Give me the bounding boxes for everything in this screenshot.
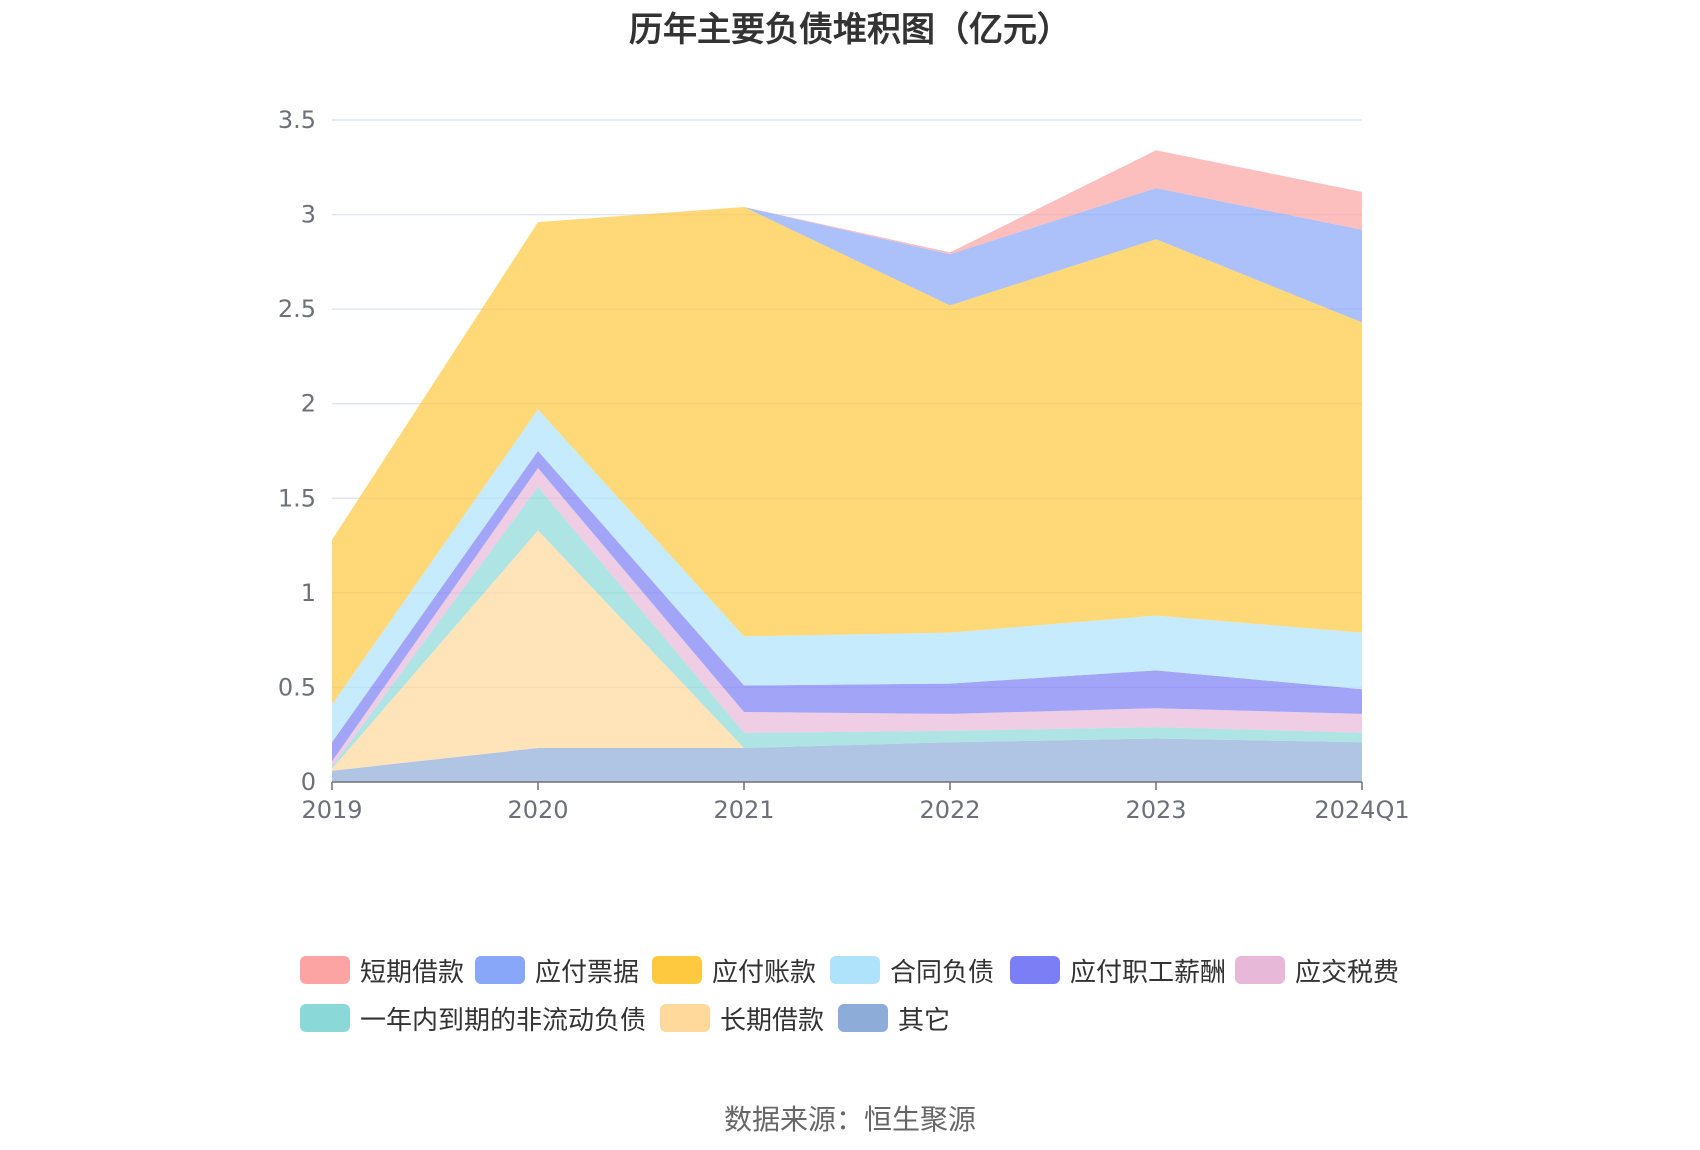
- x-tick-label: 2021: [713, 796, 774, 824]
- area-series-1[interactable]: [332, 530, 1362, 771]
- chart-title: 历年主要负债堆积图（亿元）: [629, 10, 1071, 50]
- x-tick-label: 2022: [919, 796, 980, 824]
- legend-swatch: [838, 1004, 888, 1032]
- x-tick-label: 2023: [1125, 796, 1186, 824]
- legend-swatch: [475, 956, 525, 984]
- x-tick-label: 2020: [507, 796, 568, 824]
- area-series-0[interactable]: [332, 738, 1362, 783]
- legend-swatch: [660, 1004, 710, 1032]
- area-layer: [332, 150, 1362, 782]
- area-series-3[interactable]: [332, 468, 1362, 767]
- x-tick-label: 2019: [301, 796, 362, 824]
- legend-item-notes-payable[interactable]: 应付票据: [475, 950, 639, 990]
- legend-item-contract-liabilities[interactable]: 合同负债: [830, 950, 994, 990]
- legend-swatch: [830, 956, 880, 984]
- x-tick-label: 2024Q1: [1314, 796, 1409, 824]
- y-tick-label: 2: [301, 390, 316, 418]
- legend-item-short-term-loans[interactable]: 短期借款: [300, 950, 464, 990]
- area-series-7[interactable]: [332, 188, 1362, 540]
- area-series-8[interactable]: [332, 150, 1362, 540]
- legend-item-long-term-loans[interactable]: 长期借款: [660, 998, 824, 1038]
- y-tick-label: 1: [301, 579, 316, 607]
- legend-item-payroll-payable[interactable]: 应付职工薪酬: [1010, 950, 1226, 990]
- area-series-6[interactable]: [332, 207, 1362, 705]
- y-tick-label: 0: [301, 768, 316, 796]
- legend-label: 短期借款: [360, 957, 465, 988]
- legend-item-taxes-payable[interactable]: 应交税费: [1235, 950, 1399, 990]
- legend-label: 应交税费: [1295, 957, 1400, 988]
- y-tick-label: 3: [301, 201, 316, 229]
- axis-layer: 0 0.5 1 1.5 2 2.5 3 3.5 2019 2020 2021 2022 2023 2024…: [278, 106, 1410, 824]
- legend-label: 其它: [898, 1005, 951, 1036]
- legend-label: 应付职工薪酬: [1070, 957, 1227, 988]
- legend-swatch: [652, 956, 702, 984]
- y-tick-label: 0.5: [278, 673, 316, 701]
- legend-item-current-portion-noncurrent[interactable]: 一年内到期的非流动负债: [300, 998, 646, 1038]
- chart-plot: 0 0.5 1 1.5 2 2.5 3 3.5 2019 2020 2021 2022 2023 2024…: [278, 106, 1410, 824]
- y-tick-label: 1.5: [278, 484, 316, 512]
- y-tick-label: 3.5: [278, 106, 316, 134]
- legend-swatch: [300, 956, 350, 984]
- area-series-2[interactable]: [332, 486, 1362, 769]
- y-tick-label: 2.5: [278, 295, 316, 323]
- source-note: 数据来源：恒生聚源: [723, 1103, 976, 1136]
- legend-swatch: [1010, 956, 1060, 984]
- legend-label: 应付账款: [712, 957, 817, 988]
- legend-item-other[interactable]: 其它: [838, 998, 950, 1038]
- legend-item-accounts-payable[interactable]: 应付账款: [652, 950, 816, 990]
- area-series-4[interactable]: [332, 451, 1362, 762]
- legend-swatch: [300, 1004, 350, 1032]
- legend-label: 合同负债: [890, 957, 995, 988]
- legend-label: 长期借款: [720, 1005, 825, 1036]
- legend-swatch: [1235, 956, 1285, 984]
- area-series-5[interactable]: [332, 409, 1362, 743]
- legend-label: 应付票据: [535, 957, 640, 988]
- legend-label: 一年内到期的非流动负债: [360, 1005, 647, 1036]
